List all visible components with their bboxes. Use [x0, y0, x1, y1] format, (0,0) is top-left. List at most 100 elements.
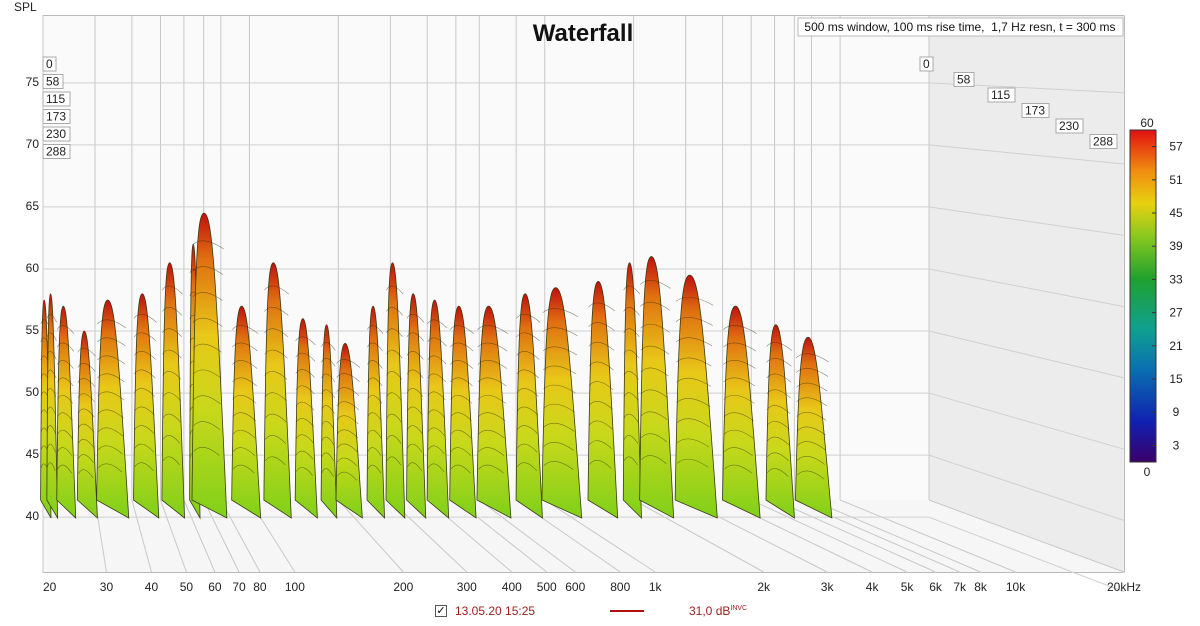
time-label-left: 58 — [46, 75, 60, 89]
ridge-slice-line — [97, 391, 125, 401]
ridge-slice-line — [336, 457, 358, 467]
y-tick-label: 65 — [26, 199, 40, 213]
legend-smoothing-value: 31,0 dB — [689, 604, 731, 618]
x-gridline-floor — [337, 499, 404, 573]
ridge-slice-line — [406, 388, 424, 397]
ridge-slice-line — [676, 418, 710, 428]
ridge-slice-line — [232, 447, 256, 456]
ridge-slice-line — [427, 373, 446, 383]
ridge-surface — [587, 280, 619, 519]
ridge-slice-line — [367, 429, 382, 439]
ridge-slice-line — [588, 302, 616, 312]
ridge-slice-line — [321, 452, 334, 462]
waterfall-ridge — [449, 305, 477, 519]
ridge-slice-line — [406, 313, 425, 323]
legend-checkbox[interactable]: ✓ — [435, 604, 447, 617]
ridge-slice-line — [796, 412, 827, 421]
ridge-slice-line — [295, 434, 314, 444]
x-gridline-floor — [544, 499, 656, 573]
ridge-slice-line — [427, 319, 447, 329]
y-tick-label: 45 — [26, 447, 40, 461]
ridge-slice-line — [676, 357, 712, 367]
ridge-slice-line — [78, 469, 94, 479]
waterfall-ridge — [335, 343, 363, 519]
time-label-side: 115 — [991, 88, 1010, 102]
ridge-slice-line — [232, 394, 257, 404]
ridge-slice-line — [264, 349, 288, 359]
waterfall-ridge — [366, 305, 385, 520]
ridge-slice-line — [134, 369, 156, 379]
ridge-slice-line — [477, 394, 506, 404]
ridge-slice-line — [767, 452, 789, 462]
ridge-slice-line — [623, 285, 641, 295]
ridge-slice-line — [321, 342, 336, 351]
ridge-slice-line — [336, 359, 361, 368]
ridge-slice-line — [795, 353, 829, 363]
ridge-slice-line — [77, 439, 94, 448]
x-tick-label: 20kHz — [1107, 580, 1141, 594]
x-gridline-floor — [131, 499, 152, 573]
ridge-slice-line — [542, 308, 579, 317]
ridge-slice-line — [192, 266, 224, 276]
ridge-slice-line — [57, 429, 73, 439]
ridge-slice-line — [796, 441, 826, 451]
waterfall-ridge — [56, 305, 77, 519]
x-gridline-floor — [478, 499, 576, 573]
y-gridline-side — [928, 144, 1125, 165]
legend: ✓ 13.05.20 15:25 31,0 dBINVC — [435, 602, 747, 620]
ridge-slice-line — [162, 328, 182, 338]
ridge-slice-line — [623, 349, 640, 359]
x-gridline-floor — [928, 499, 1125, 573]
ridge-slice-line — [336, 373, 360, 382]
ridge-slice-line — [640, 345, 670, 355]
ridge-slice-line — [162, 413, 181, 423]
time-label-side-box — [919, 56, 934, 72]
ridge-slice-line — [543, 461, 574, 470]
ridge-slice-line — [641, 455, 667, 464]
ridge-slice-line — [588, 381, 614, 390]
y-tick-label: 40 — [26, 509, 40, 523]
ridge-surface — [385, 262, 406, 519]
x-gridline-floor — [160, 499, 187, 573]
ridge-slice-line — [386, 392, 402, 402]
ridge-slice-line — [723, 429, 754, 439]
ridge-slice-line — [766, 373, 792, 383]
ridge-slice-line — [386, 328, 403, 338]
ridge-slice-line — [427, 427, 445, 437]
ridge-slice-line — [386, 456, 402, 466]
ridge-slice-line — [427, 409, 446, 419]
ridge-surface — [795, 336, 833, 519]
ridge-slice-line — [321, 468, 334, 477]
ridge-slice-line — [77, 423, 95, 433]
ridge-slice-line — [676, 398, 711, 407]
x-gridline-floor — [633, 499, 764, 573]
colorbar-tick-label: 39 — [1169, 239, 1183, 253]
ridge-slice-line — [321, 357, 336, 367]
ridge-slice-line — [589, 440, 612, 450]
waterfall-ridge — [765, 324, 795, 519]
settings-note: 500 ms window, 100 ms rise time, 1,7 Hz … — [804, 20, 1115, 34]
ridge-slice-line — [543, 384, 576, 394]
ridge-slice-line — [386, 371, 403, 380]
ridge-slice-line — [766, 342, 793, 351]
x-axis-ticks: 20 30 40 50 60 70 80 100 200 300 400 500 600 800 1k 2k 3… — [43, 580, 1141, 594]
ridge-slice-line — [295, 385, 315, 395]
x-tick-label: 20 — [43, 580, 57, 594]
ridge-slice-line — [162, 456, 180, 466]
time-label-side: 288 — [1093, 135, 1113, 149]
ridge-slice-line — [134, 443, 154, 453]
x-tick-label: 50 — [180, 580, 194, 594]
ridge-slice-line — [133, 313, 157, 323]
legend-smoothing: 31,0 dBINVC — [689, 604, 747, 618]
ridge-slice-line — [162, 307, 183, 316]
ridge-slice-line — [407, 425, 423, 434]
ridge-surface — [320, 324, 338, 520]
x-tick-label: 4k — [866, 580, 880, 594]
time-label-side-box — [953, 72, 975, 87]
ridge-slice-line — [192, 292, 223, 301]
waterfall-ridge — [320, 324, 338, 520]
ridge-slice-line — [516, 332, 540, 342]
ridge-slice-line — [516, 406, 539, 416]
y-axis-label: SPL — [14, 0, 37, 14]
waterfall-ridge — [622, 262, 642, 519]
